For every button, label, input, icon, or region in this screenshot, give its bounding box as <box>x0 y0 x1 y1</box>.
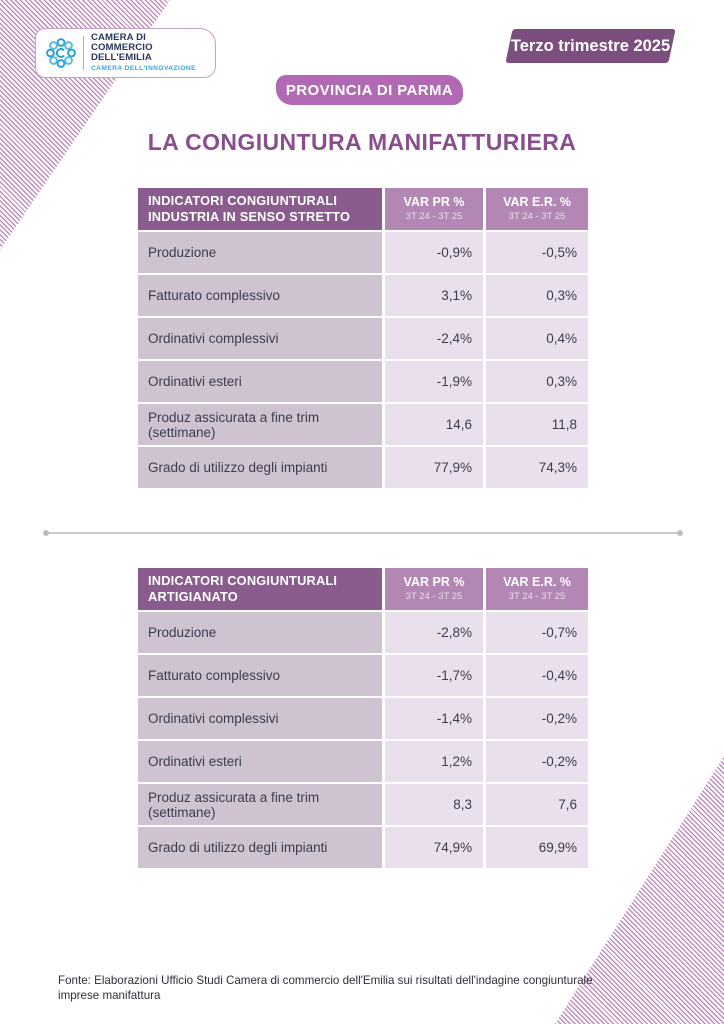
logo-text: CAMERA DI COMMERCIO DELL'EMILIA CAMERA D… <box>91 33 207 73</box>
table-industria-header-title: INDICATORI CONGIUNTURALI INDUSTRIA IN SE… <box>138 188 382 230</box>
row-var-pr: 8,3 <box>385 784 483 825</box>
row-var-er: -0,5% <box>486 232 588 273</box>
row-var-pr: 1,2% <box>385 741 483 782</box>
row-var-pr: -2,8% <box>385 612 483 653</box>
row-var-er: 7,6 <box>486 784 588 825</box>
table-artigianato-col-var-er: VAR E.R. % 3T 24 - 3T 25 <box>486 568 588 610</box>
logo-tagline: CAMERA DELL'INNOVAZIONE <box>90 64 196 72</box>
row-var-er: 69,9% <box>486 827 588 868</box>
swirl-knot-icon <box>43 34 79 72</box>
row-var-pr: 3,1% <box>385 275 483 316</box>
row-var-pr: -1,9% <box>385 361 483 402</box>
row-var-er: 74,3% <box>486 447 588 488</box>
row-var-er: 0,4% <box>486 318 588 359</box>
row-label: Ordinativi esteri <box>138 361 382 402</box>
row-var-er: 11,8 <box>486 404 588 445</box>
row-label: Ordinativi complessivi <box>138 318 382 359</box>
row-label: Ordinativi complessivi <box>138 698 382 739</box>
logo-name-line2: DELL'EMILIA <box>90 52 152 64</box>
row-var-pr: -2,4% <box>385 318 483 359</box>
page-title: LA CONGIUNTURA MANIFATTURIERA <box>147 129 577 155</box>
row-label: Grado di utilizzo degli impianti <box>138 447 382 488</box>
row-var-pr: -0,9% <box>385 232 483 273</box>
divider-dot-left <box>43 530 49 536</box>
row-label: Produzione <box>138 232 382 273</box>
row-var-pr: 14,6 <box>385 404 483 445</box>
row-var-pr: -1,7% <box>385 655 483 696</box>
row-var-pr: 77,9% <box>385 447 483 488</box>
row-var-er: -0,7% <box>486 612 588 653</box>
source-note: Fonte: Elaborazioni Ufficio Studi Camera… <box>58 974 593 1002</box>
province-badge: PROVINCIA DI PARMA <box>276 75 463 105</box>
row-label: Produz assicurata a fine trim (settimane… <box>138 404 382 445</box>
row-label: Ordinativi esteri <box>138 741 382 782</box>
table-artigianato: INDICATORI CONGIUNTURALI ARTIGIANATO VAR… <box>138 568 588 868</box>
row-var-er: -0,2% <box>486 741 588 782</box>
table-artigianato-col-var-pr: VAR PR % 3T 24 - 3T 25 <box>385 568 483 610</box>
divider-dot-right <box>677 530 683 536</box>
row-label: Produzione <box>138 612 382 653</box>
row-var-er: -0,4% <box>486 655 588 696</box>
province-badge-label: PROVINCIA DI PARMA <box>285 81 454 99</box>
chamber-logo: CAMERA DI COMMERCIO DELL'EMILIA CAMERA D… <box>35 28 216 78</box>
row-var-er: -0,2% <box>486 698 588 739</box>
quarter-badge: Terzo trimestre 2025 <box>505 29 676 63</box>
row-var-er: 0,3% <box>486 361 588 402</box>
row-label: Grado di utilizzo degli impianti <box>138 827 382 868</box>
row-label: Fatturato complessivo <box>138 655 382 696</box>
row-label: Fatturato complessivo <box>138 275 382 316</box>
logo-name-line1: CAMERA DI COMMERCIO <box>90 32 153 54</box>
table-artigianato-header-title: INDICATORI CONGIUNTURALI ARTIGIANATO <box>138 568 382 610</box>
row-var-er: 0,3% <box>486 275 588 316</box>
section-divider <box>43 530 683 536</box>
quarter-badge-label: Terzo trimestre 2025 <box>510 36 671 55</box>
logo-separator <box>83 36 84 70</box>
row-var-pr: -1,4% <box>385 698 483 739</box>
row-label: Produz assicurata a fine trim (settimane… <box>138 784 382 825</box>
table-industria-col-var-er: VAR E.R. % 3T 24 - 3T 25 <box>486 188 588 230</box>
table-industria: INDICATORI CONGIUNTURALI INDUSTRIA IN SE… <box>138 188 588 488</box>
row-var-pr: 74,9% <box>385 827 483 868</box>
table-industria-col-var-pr: VAR PR % 3T 24 - 3T 25 <box>385 188 483 230</box>
